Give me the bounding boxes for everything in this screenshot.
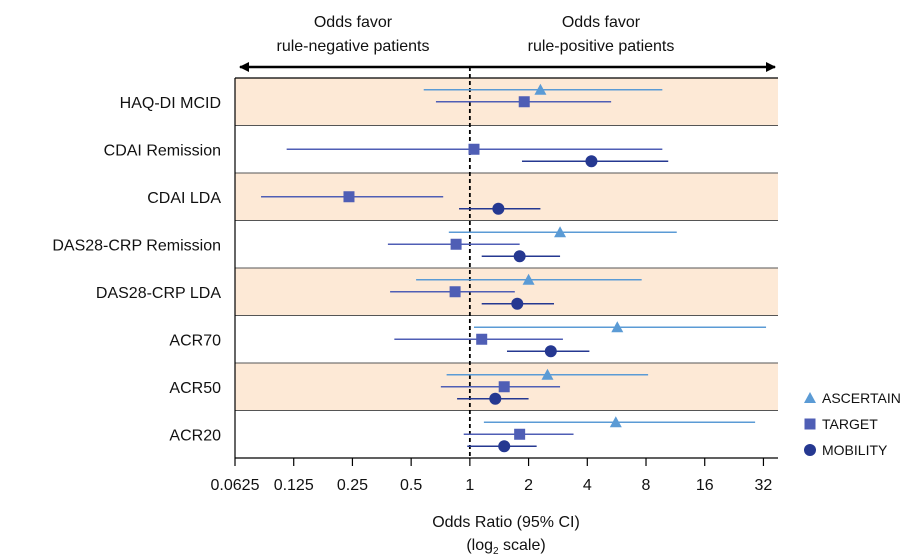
row-bands xyxy=(235,78,778,411)
point-target xyxy=(498,381,510,393)
legend-marker-ascertain xyxy=(804,392,816,403)
x-tick-label: 1 xyxy=(465,477,474,494)
row-label: CDAI Remission xyxy=(104,142,221,159)
x-tick-label: 0.125 xyxy=(274,477,314,494)
x-tick-label: 16 xyxy=(696,477,714,494)
x-tick-label: 2 xyxy=(524,477,533,494)
x-tick-label: 0.5 xyxy=(400,477,422,494)
x-axis-sublabel-post: scale) xyxy=(499,537,546,554)
data-marks xyxy=(261,83,767,453)
point-target xyxy=(450,238,462,250)
point-mobility xyxy=(498,440,511,453)
legend-label-ascertain: ASCERTAIN xyxy=(822,390,901,406)
x-ticks: 0.0625 0.125 0.25 0.5 1 2 4 8 16 32 xyxy=(211,458,773,494)
row-label: CDAI LDA xyxy=(147,190,221,207)
point-ascertain xyxy=(609,416,622,428)
legend: ASCERTAIN TARGET MOBILITY xyxy=(804,390,901,458)
row-label: DAS28-CRP LDA xyxy=(96,285,221,302)
point-ascertain xyxy=(534,83,547,95)
x-tick-label: 32 xyxy=(755,477,773,494)
point-ascertain xyxy=(522,273,535,285)
point-mobility xyxy=(513,250,526,263)
point-target xyxy=(476,333,488,345)
legend-label-mobility: MOBILITY xyxy=(822,442,888,458)
point-mobility xyxy=(489,392,502,405)
x-axis-sublabel: (log2 scale) xyxy=(466,537,545,556)
point-target xyxy=(449,286,461,298)
row-labels: HAQ-DI MCID CDAI Remission CDAI LDA DAS28-C… xyxy=(52,95,221,445)
header-left-line1: Odds favor xyxy=(314,14,393,31)
header-right-line1: Odds favor xyxy=(562,14,641,31)
point-target xyxy=(343,191,355,203)
point-ascertain xyxy=(541,368,554,380)
row-label: ACR20 xyxy=(169,427,221,444)
x-tick-label: 8 xyxy=(642,477,651,494)
row-label: DAS28-CRP Remission xyxy=(52,237,221,254)
point-ascertain xyxy=(611,321,624,333)
row-label: HAQ-DI MCID xyxy=(120,95,221,112)
point-target xyxy=(468,143,480,155)
row-label: ACR70 xyxy=(169,332,221,349)
x-tick-label: 0.0625 xyxy=(211,477,260,494)
row-separators xyxy=(235,125,778,411)
x-axis-sublabel-base: 2 xyxy=(493,546,499,556)
point-mobility xyxy=(492,202,505,215)
header-right-line2: rule-positive patients xyxy=(528,38,675,55)
header-left-line2: rule-negative patients xyxy=(277,38,430,55)
point-target xyxy=(514,428,526,440)
point-mobility xyxy=(511,297,524,310)
x-tick-label: 4 xyxy=(583,477,592,494)
point-mobility xyxy=(585,155,598,168)
x-axis-label: Odds Ratio (95% CI) xyxy=(432,514,580,531)
row-label: ACR50 xyxy=(169,380,221,397)
x-tick-label: 0.25 xyxy=(337,477,368,494)
point-mobility xyxy=(544,345,557,358)
point-ascertain xyxy=(554,226,567,238)
point-target xyxy=(518,96,530,108)
legend-marker-mobility xyxy=(804,444,816,456)
x-axis-sublabel-pre: (log xyxy=(466,537,493,554)
legend-marker-target xyxy=(804,418,816,430)
legend-label-target: TARGET xyxy=(822,416,878,432)
